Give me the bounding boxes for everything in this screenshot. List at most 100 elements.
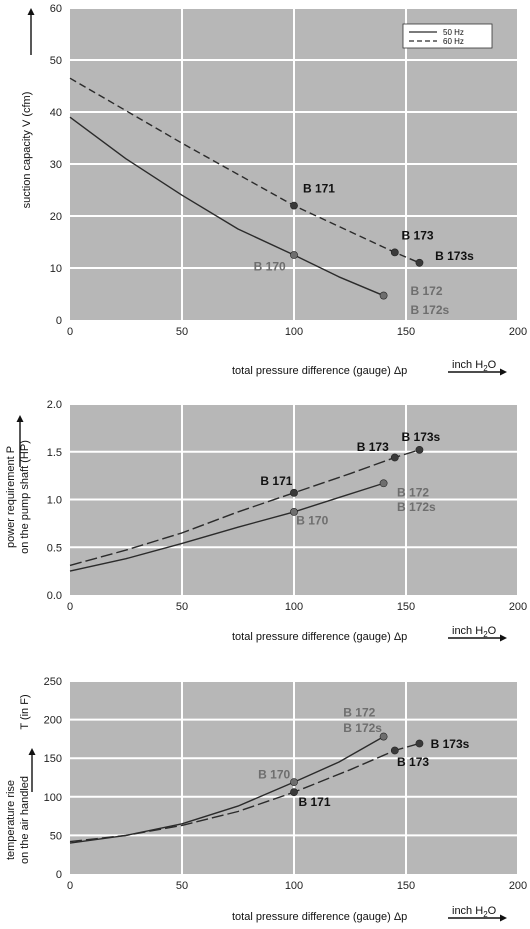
- x-axis-arrow-head: [500, 634, 507, 642]
- x-axis-label: total pressure difference (gauge) Δp: [232, 365, 407, 377]
- data-point: [379, 291, 388, 300]
- y-tick-label: 0.5: [47, 542, 62, 554]
- x-tick-label: 150: [397, 326, 415, 338]
- unit-tail: O: [488, 625, 497, 637]
- unit-main: inch H: [452, 905, 483, 917]
- point-label: B 173: [402, 228, 434, 242]
- unit-subscript: 2: [483, 364, 488, 373]
- x-tick-label: 100: [285, 880, 303, 892]
- x-axis-unit: inch H2O: [452, 905, 497, 919]
- y-tick-label: 10: [50, 263, 62, 275]
- series-line-50hz: [69, 482, 384, 572]
- data-point: [290, 508, 298, 516]
- x-tick-label: 50: [176, 601, 188, 613]
- data-point: [290, 778, 298, 787]
- point-label: B 172s: [397, 500, 436, 514]
- data-point: [290, 201, 298, 210]
- data-point: [390, 248, 399, 257]
- x-tick-label: 150: [397, 880, 415, 892]
- y-tick-label: 100: [44, 792, 62, 804]
- series-line-60hz: [69, 742, 420, 843]
- point-label: B 170: [296, 513, 328, 527]
- x-axis-arrow-head: [500, 914, 507, 922]
- x-tick-label: 200: [509, 880, 527, 892]
- point-label: B 173s: [431, 737, 470, 751]
- chart-3: 0 50 100 150 200 0 50 100 150 200 250 B 170 B 171 B 1…: [5, 676, 527, 923]
- y-tick-label: 1.0: [47, 495, 62, 507]
- y-axis-arrow-head: [28, 748, 36, 755]
- point-label: B 171: [298, 795, 330, 809]
- unit-main: inch H: [452, 359, 483, 371]
- y-axis-label: temperature rise: [5, 780, 17, 860]
- x-axis-unit: inch H2O: [452, 625, 497, 639]
- y-tick-label: 20: [50, 211, 62, 223]
- data-point: [379, 479, 388, 488]
- data-point: [290, 788, 298, 797]
- y-tick-label: 250: [44, 676, 62, 688]
- unit-main: inch H: [452, 625, 483, 637]
- data-point: [290, 488, 298, 497]
- unit-subscript: 2: [483, 630, 488, 639]
- y-axis-arrow-head: [27, 8, 35, 15]
- point-label: B 172: [410, 284, 442, 298]
- x-tick-label: 200: [509, 601, 527, 613]
- point-label: B 172s: [343, 721, 382, 735]
- x-axis-label: total pressure difference (gauge) Δp: [232, 911, 407, 923]
- point-label: B 172: [397, 486, 429, 500]
- point-label: B 173: [397, 755, 429, 769]
- legend-label-60hz: 60 Hz: [443, 37, 464, 46]
- y-axis-label: suction capacity V (cfm): [21, 92, 33, 209]
- series-line-60hz: [69, 449, 420, 567]
- unit-tail: O: [488, 905, 497, 917]
- y-tick-label: 50: [50, 55, 62, 67]
- y-axis-label: power requirement P: [5, 446, 17, 548]
- series-line-50hz: [69, 116, 384, 297]
- point-label: B 170: [258, 767, 290, 781]
- point-label: B 170: [254, 260, 286, 274]
- legend-box: [402, 23, 493, 49]
- x-axis-label: total pressure difference (gauge) Δp: [232, 631, 407, 643]
- data-point: [415, 739, 424, 748]
- y-tick-label: 150: [44, 753, 62, 765]
- point-label: B 172s: [410, 303, 449, 317]
- x-tick-label: 0: [67, 326, 73, 338]
- unit-subscript: 2: [483, 910, 488, 919]
- point-label: B 172: [343, 706, 375, 720]
- x-axis-unit: inch H2O: [452, 359, 497, 373]
- x-tick-label: 150: [397, 601, 415, 613]
- y-tick-label: 200: [44, 715, 62, 727]
- y-tick-label: 1.5: [47, 447, 62, 459]
- x-axis-arrow-head: [500, 368, 507, 376]
- y-tick-label: 30: [50, 159, 62, 171]
- y-tick-label: 0: [56, 869, 62, 881]
- y-axis-label-line2: on the air handled: [19, 776, 31, 864]
- y-tick-label: 2.0: [47, 399, 62, 411]
- point-label: B 171: [260, 474, 292, 488]
- x-tick-label: 100: [285, 601, 303, 613]
- y-tick-label: 40: [50, 107, 62, 119]
- point-label: B 173s: [402, 430, 441, 444]
- data-point: [415, 445, 424, 454]
- data-point: [390, 746, 399, 755]
- y-axis-label-line2: on the pump shaft (HP): [19, 440, 31, 554]
- point-label: B 171: [303, 182, 335, 196]
- data-point: [290, 251, 298, 259]
- point-label: B 173: [357, 440, 389, 454]
- data-point: [415, 258, 424, 267]
- x-tick-label: 200: [509, 326, 527, 338]
- y-tick-label: 0: [56, 315, 62, 327]
- y-tick-label: 60: [50, 3, 62, 15]
- data-point: [379, 732, 388, 741]
- legend-label-50hz: 50 Hz: [443, 28, 464, 37]
- data-point: [390, 453, 399, 462]
- y-axis-label-top: T (in F): [19, 694, 31, 729]
- unit-tail: O: [488, 359, 497, 371]
- y-tick-label: 0.0: [47, 590, 62, 602]
- x-tick-label: 0: [67, 880, 73, 892]
- chart-2: 0 50 100 150 200 0.0 0.5 1.0 1.5 2.0 B 171 B 173 B 1…: [5, 399, 527, 643]
- x-tick-label: 50: [176, 880, 188, 892]
- x-tick-label: 100: [285, 326, 303, 338]
- x-tick-label: 0: [67, 601, 73, 613]
